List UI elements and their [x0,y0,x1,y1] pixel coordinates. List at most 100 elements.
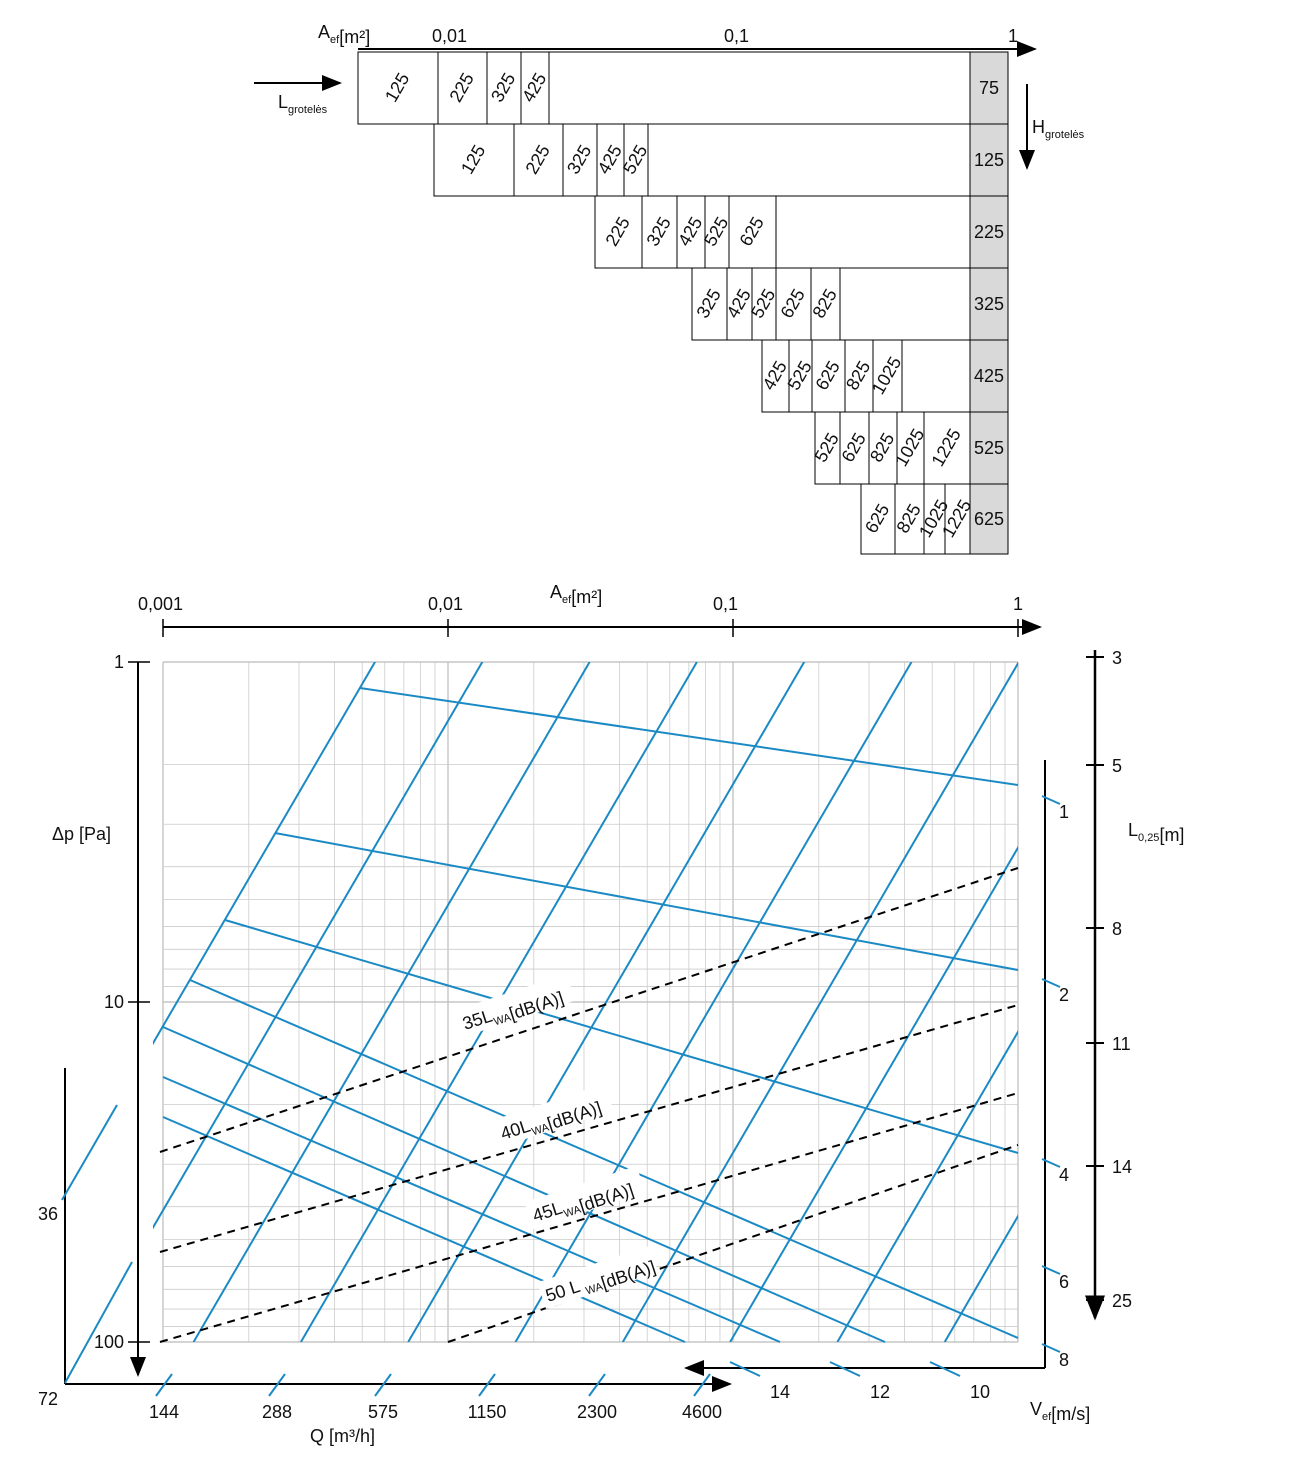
height-cell [969,123,1009,197]
label: Aef[m²] [550,582,602,607]
subscript: WA [562,1203,583,1220]
flow-line [836,1029,1018,1342]
line [268,1373,286,1397]
line [359,687,1019,786]
flow-line [192,662,591,1342]
line [1041,1265,1061,1275]
flow-line [943,1214,1018,1342]
label: 125 [381,69,413,105]
label: 35LWA[dB(A)] [460,983,566,1039]
label: 625 [861,500,893,536]
subscript: grotelės [1045,129,1085,141]
label: Hgrotelės [1032,117,1085,141]
label: 10 [104,992,124,1012]
label: 3 [1112,648,1122,668]
flow-line [407,662,806,1342]
line [693,1373,711,1397]
line [159,867,1019,1153]
line [64,1261,133,1384]
label: 425 [518,69,550,105]
subscript: WA [584,1280,605,1297]
label: 11 [1112,1034,1131,1054]
label: 5 [1112,756,1122,776]
label: 625 [837,429,869,465]
label: 1225 [927,425,964,470]
label-part: [m] [1159,825,1184,845]
label: 225 [445,69,477,105]
label-part: L [1128,820,1138,840]
label: L0,25[m] [1128,820,1184,845]
line [162,1116,686,1343]
label: Lgrotelės [278,92,328,116]
label: 72 [38,1389,58,1409]
label: 144 [149,1402,179,1422]
line [929,1361,961,1377]
label: 6 [1059,1272,1069,1292]
label: 0,001 [138,594,183,614]
label-bg [492,1083,614,1147]
label: 0,1 [713,594,738,614]
line [162,1026,886,1343]
label: 425 [758,357,790,393]
height-cell [969,195,1009,269]
label: 75 [979,78,999,98]
line [1041,1158,1061,1168]
label: Q [m³/h] [310,1426,375,1446]
label: 425 [674,213,706,249]
label: 50 L WA[dB(A)] [543,1252,658,1311]
label: 8 [1112,919,1122,939]
label: 1 [1059,802,1069,822]
line [162,1076,781,1343]
label: 40LWA[dB(A)] [498,1093,604,1149]
label: 625 [811,357,843,393]
label: 625 [776,285,808,321]
label: 45LWA[dB(A)] [530,1175,636,1231]
label: Vef[m/s] [1030,1399,1090,1424]
label: 525 [783,357,815,393]
flow-line [153,662,376,1046]
label: Aef[m²] [318,22,370,47]
label: 225 [974,222,1004,242]
label-part: A [550,582,562,602]
label: Δp [Pa] [52,824,111,844]
label: 225 [601,213,633,249]
label: 2300 [577,1402,617,1422]
label: 425 [974,366,1004,386]
subscript: grotelės [288,104,328,116]
label: 10 [970,1382,990,1402]
height-cell [969,339,1009,413]
line [588,1373,606,1397]
label-part: [m²] [339,27,370,47]
label: 125 [457,141,489,177]
flow-line [729,845,1018,1342]
label: 225 [521,141,553,177]
line [155,1373,173,1397]
subscript: 0,25 [1138,832,1159,844]
height-cell [969,51,1009,125]
line [159,1004,1019,1253]
label: 325 [487,69,519,105]
line [224,919,1019,1154]
label: 4600 [682,1402,722,1422]
label: 12 [870,1382,890,1402]
label: 4 [1059,1165,1069,1185]
label: 8 [1059,1350,1069,1370]
label: 825 [808,285,840,321]
label: 14 [770,1382,790,1402]
height-cell [969,411,1009,485]
label: 0,01 [428,594,463,614]
label: 25 [1112,1291,1132,1311]
label: 525 [974,438,1004,458]
subscript: WA [492,1011,513,1028]
label: 325 [563,141,595,177]
label: 288 [262,1402,292,1422]
label: 0,01 [432,26,467,46]
label: 0,1 [724,26,749,46]
line [274,832,1019,971]
flow-line [153,662,484,1230]
label-part: [m/s] [1051,1404,1090,1424]
label: 575 [368,1402,398,1422]
label-part: H [1032,117,1045,137]
subscript: ef [330,34,340,46]
